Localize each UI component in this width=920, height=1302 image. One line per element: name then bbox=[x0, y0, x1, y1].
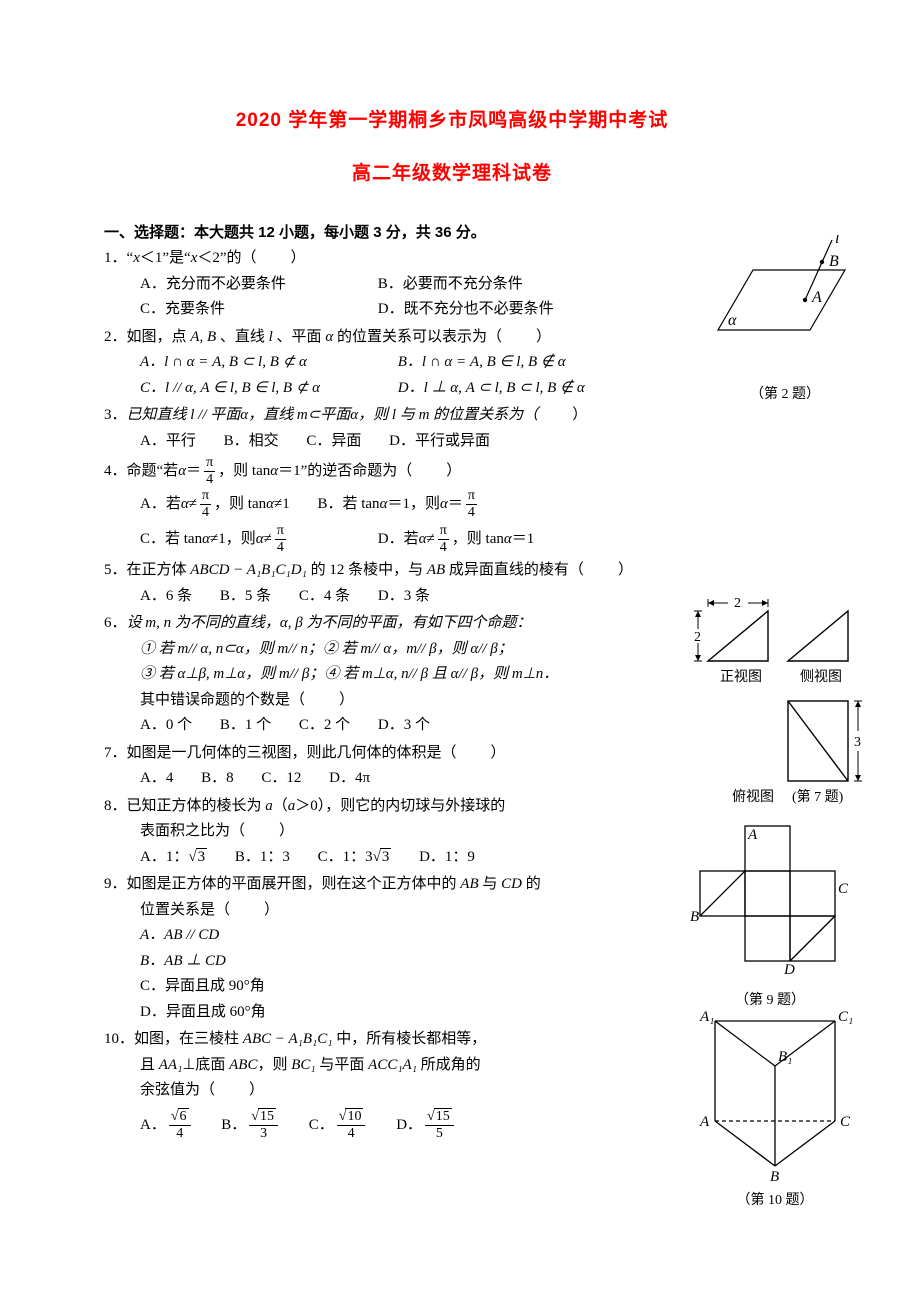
q10-opt-A: A．√64 bbox=[140, 1110, 194, 1141]
plane-line-diagram: l B A α bbox=[710, 235, 860, 375]
q1-opt-D: D．既不充分也不必要条件 bbox=[378, 297, 554, 323]
cube-net-diagram: A B C D bbox=[690, 821, 850, 981]
figure-q10: A₁ C₁ B₁ A C B （第 10 题） bbox=[690, 1001, 860, 1209]
q8-opt-B: B．1：3 bbox=[235, 845, 290, 871]
q7-num: 7． bbox=[104, 745, 127, 761]
q7-opt-A: A．4 bbox=[140, 766, 173, 792]
q2-opt-D: D．l ⊥ α, A ⊂ l, B ⊂ l, B ∉ α bbox=[398, 376, 585, 402]
q1-opt-B: B．必要而不充分条件 bbox=[378, 272, 523, 298]
q1-opt-C: C．充要条件 bbox=[140, 297, 350, 323]
questions: 一、选择题：本大题共 12 小题，每小题 3 分，共 36 分。 1．“x＜1”… bbox=[104, 221, 800, 1141]
q4-opt-A: A．若α≠π4，则 tanα≠1 bbox=[140, 487, 290, 522]
question-4: 4．命题“若α＝π4，则 tanα＝1”的逆否命题为（ ） A．若α≠π4，则 … bbox=[104, 456, 800, 556]
q6-num: 6． bbox=[104, 615, 127, 631]
svg-text:(第 7 题): (第 7 题) bbox=[792, 788, 844, 805]
q8-opt-D: D．1：9 bbox=[419, 845, 475, 871]
q7-opt-D: D．4π bbox=[329, 766, 370, 792]
section-1-heading: 一、选择题：本大题共 12 小题，每小题 3 分，共 36 分。 bbox=[104, 221, 800, 242]
q1-opt-A: A．充分而不必要条件 bbox=[140, 272, 350, 298]
q4-num: 4． bbox=[104, 463, 127, 479]
svg-text:3: 3 bbox=[854, 735, 861, 750]
q10-num: 10． bbox=[104, 1031, 134, 1047]
q10-opt-C: C．√104 bbox=[309, 1110, 369, 1141]
q4-opt-C: C．若 tanα≠1，则α≠π4 bbox=[140, 522, 350, 557]
q9-num: 9． bbox=[104, 876, 127, 892]
triangular-prism-diagram: A₁ C₁ B₁ A C B bbox=[690, 1001, 860, 1181]
q9-opt-D: D．异面且成 60°角 bbox=[140, 1004, 266, 1020]
q3-opt-D: D．平行或异面 bbox=[389, 429, 490, 455]
q3-num: 3． bbox=[104, 407, 127, 423]
q3-opt-C: C．异面 bbox=[306, 429, 361, 455]
figure-q7: 2 2 3 正视图 侧视图 俯视图 bbox=[688, 591, 868, 815]
q10-opt-D: D．√155 bbox=[396, 1110, 457, 1141]
q7-opt-B: B．8 bbox=[201, 766, 234, 792]
q3-opt-A: A．平行 bbox=[140, 429, 196, 455]
svg-text:侧视图: 侧视图 bbox=[800, 669, 842, 685]
svg-text:l: l bbox=[835, 235, 840, 247]
q1-num: 1． bbox=[104, 250, 127, 266]
q5-opt-A: A．6 条 bbox=[140, 584, 192, 610]
q8-opt-A: A．1：√3 bbox=[140, 845, 207, 871]
svg-text:B: B bbox=[770, 1169, 779, 1181]
q4-opt-B: B．若 tanα＝1，则α＝π4 bbox=[317, 487, 479, 522]
q2-opt-C: C．l // α, A ∈ l, B ∈ l, B ⊄ α bbox=[140, 376, 370, 402]
svg-text:俯视图: 俯视图 bbox=[732, 789, 774, 805]
q5-opt-B: B．5 条 bbox=[220, 584, 271, 610]
svg-text:正视图: 正视图 bbox=[720, 669, 762, 685]
q6-opt-A: A．0 个 bbox=[140, 713, 192, 739]
svg-text:A: A bbox=[699, 1114, 710, 1130]
question-2: 2．如图，点 A, B 、直线 l 、平面 α 的位置关系可以表示为（ ） A．… bbox=[104, 325, 800, 402]
svg-text:B: B bbox=[829, 253, 839, 270]
svg-text:D: D bbox=[783, 962, 795, 978]
q5-num: 5． bbox=[104, 562, 127, 578]
figure-q2: l B A α （第 2 题） bbox=[710, 235, 860, 403]
q1-stem: “x＜1”是“x＜2”的（ ） bbox=[127, 250, 306, 266]
q7-opt-C: C．12 bbox=[261, 766, 301, 792]
q9-opt-C: C．异面且成 90°角 bbox=[140, 978, 265, 994]
svg-text:2: 2 bbox=[694, 630, 701, 645]
question-3: 3．已知直线 l // 平面α，直线 m⊂平面α，则 l 与 m 的位置关系为（… bbox=[104, 403, 800, 454]
q8-num: 8． bbox=[104, 798, 127, 814]
q6-opt-C: C．2 个 bbox=[299, 713, 350, 739]
svg-text:A₁: A₁ bbox=[699, 1009, 714, 1025]
svg-text:2: 2 bbox=[734, 596, 741, 611]
q4-opt-D: D．若α≠π4，则 tanα＝1 bbox=[378, 522, 535, 557]
svg-text:B: B bbox=[690, 909, 699, 925]
q5-opt-D: D．3 条 bbox=[378, 584, 430, 610]
svg-text:α: α bbox=[728, 312, 737, 329]
q9-opt-B: B．AB ⊥ CD bbox=[140, 953, 226, 969]
figure-q2-caption: （第 2 题） bbox=[710, 383, 860, 403]
q3-opt-B: B．相交 bbox=[224, 429, 279, 455]
svg-text:C: C bbox=[840, 1114, 851, 1130]
q2-opt-A: A．l ∩ α = A, B ⊂ l, B ⊄ α bbox=[140, 350, 370, 376]
q3-stem: 已知直线 l // 平面α，直线 m⊂平面α，则 l 与 m 的位置关系为（ ） bbox=[127, 407, 588, 423]
q10-opt-B: B．√153 bbox=[221, 1110, 281, 1141]
svg-text:B₁: B₁ bbox=[778, 1049, 792, 1065]
q2-stem: 如图，点 A, B 、直线 l 、平面 α 的位置关系可以表示为（ ） bbox=[127, 329, 551, 345]
svg-text:A: A bbox=[747, 827, 758, 843]
q6-opt-B: B．1 个 bbox=[220, 713, 271, 739]
q2-num: 2． bbox=[104, 329, 127, 345]
figure-q10-caption: （第 10 题） bbox=[690, 1189, 860, 1209]
figure-q9: A B C D （第 9 题） bbox=[690, 821, 850, 1009]
exam-title: 2020 学年第一学期桐乡市凤鸣高级中学期中考试 bbox=[104, 105, 800, 132]
question-1: 1．“x＜1”是“x＜2”的（ ） A．充分而不必要条件 B．必要而不充分条件 … bbox=[104, 246, 800, 323]
svg-text:C: C bbox=[838, 881, 849, 897]
q9-opt-A: A．AB // CD bbox=[140, 927, 219, 943]
q8-opt-C: C．1：3√3 bbox=[318, 845, 392, 871]
exam-subtitle: 高二年级数学理科试卷 bbox=[104, 158, 800, 185]
q6-opt-D: D．3 个 bbox=[378, 713, 430, 739]
three-views-diagram: 2 2 3 正视图 侧视图 俯视图 bbox=[688, 591, 868, 811]
q5-opt-C: C．4 条 bbox=[299, 584, 350, 610]
q4-stem: 命题“若α＝π4，则 tanα＝1”的逆否命题为（ ） bbox=[127, 463, 462, 479]
svg-text:A: A bbox=[811, 289, 822, 306]
q2-opt-B: B．l ∩ α = A, B ∈ l, B ∉ α bbox=[398, 350, 566, 376]
svg-text:C₁: C₁ bbox=[838, 1009, 853, 1025]
